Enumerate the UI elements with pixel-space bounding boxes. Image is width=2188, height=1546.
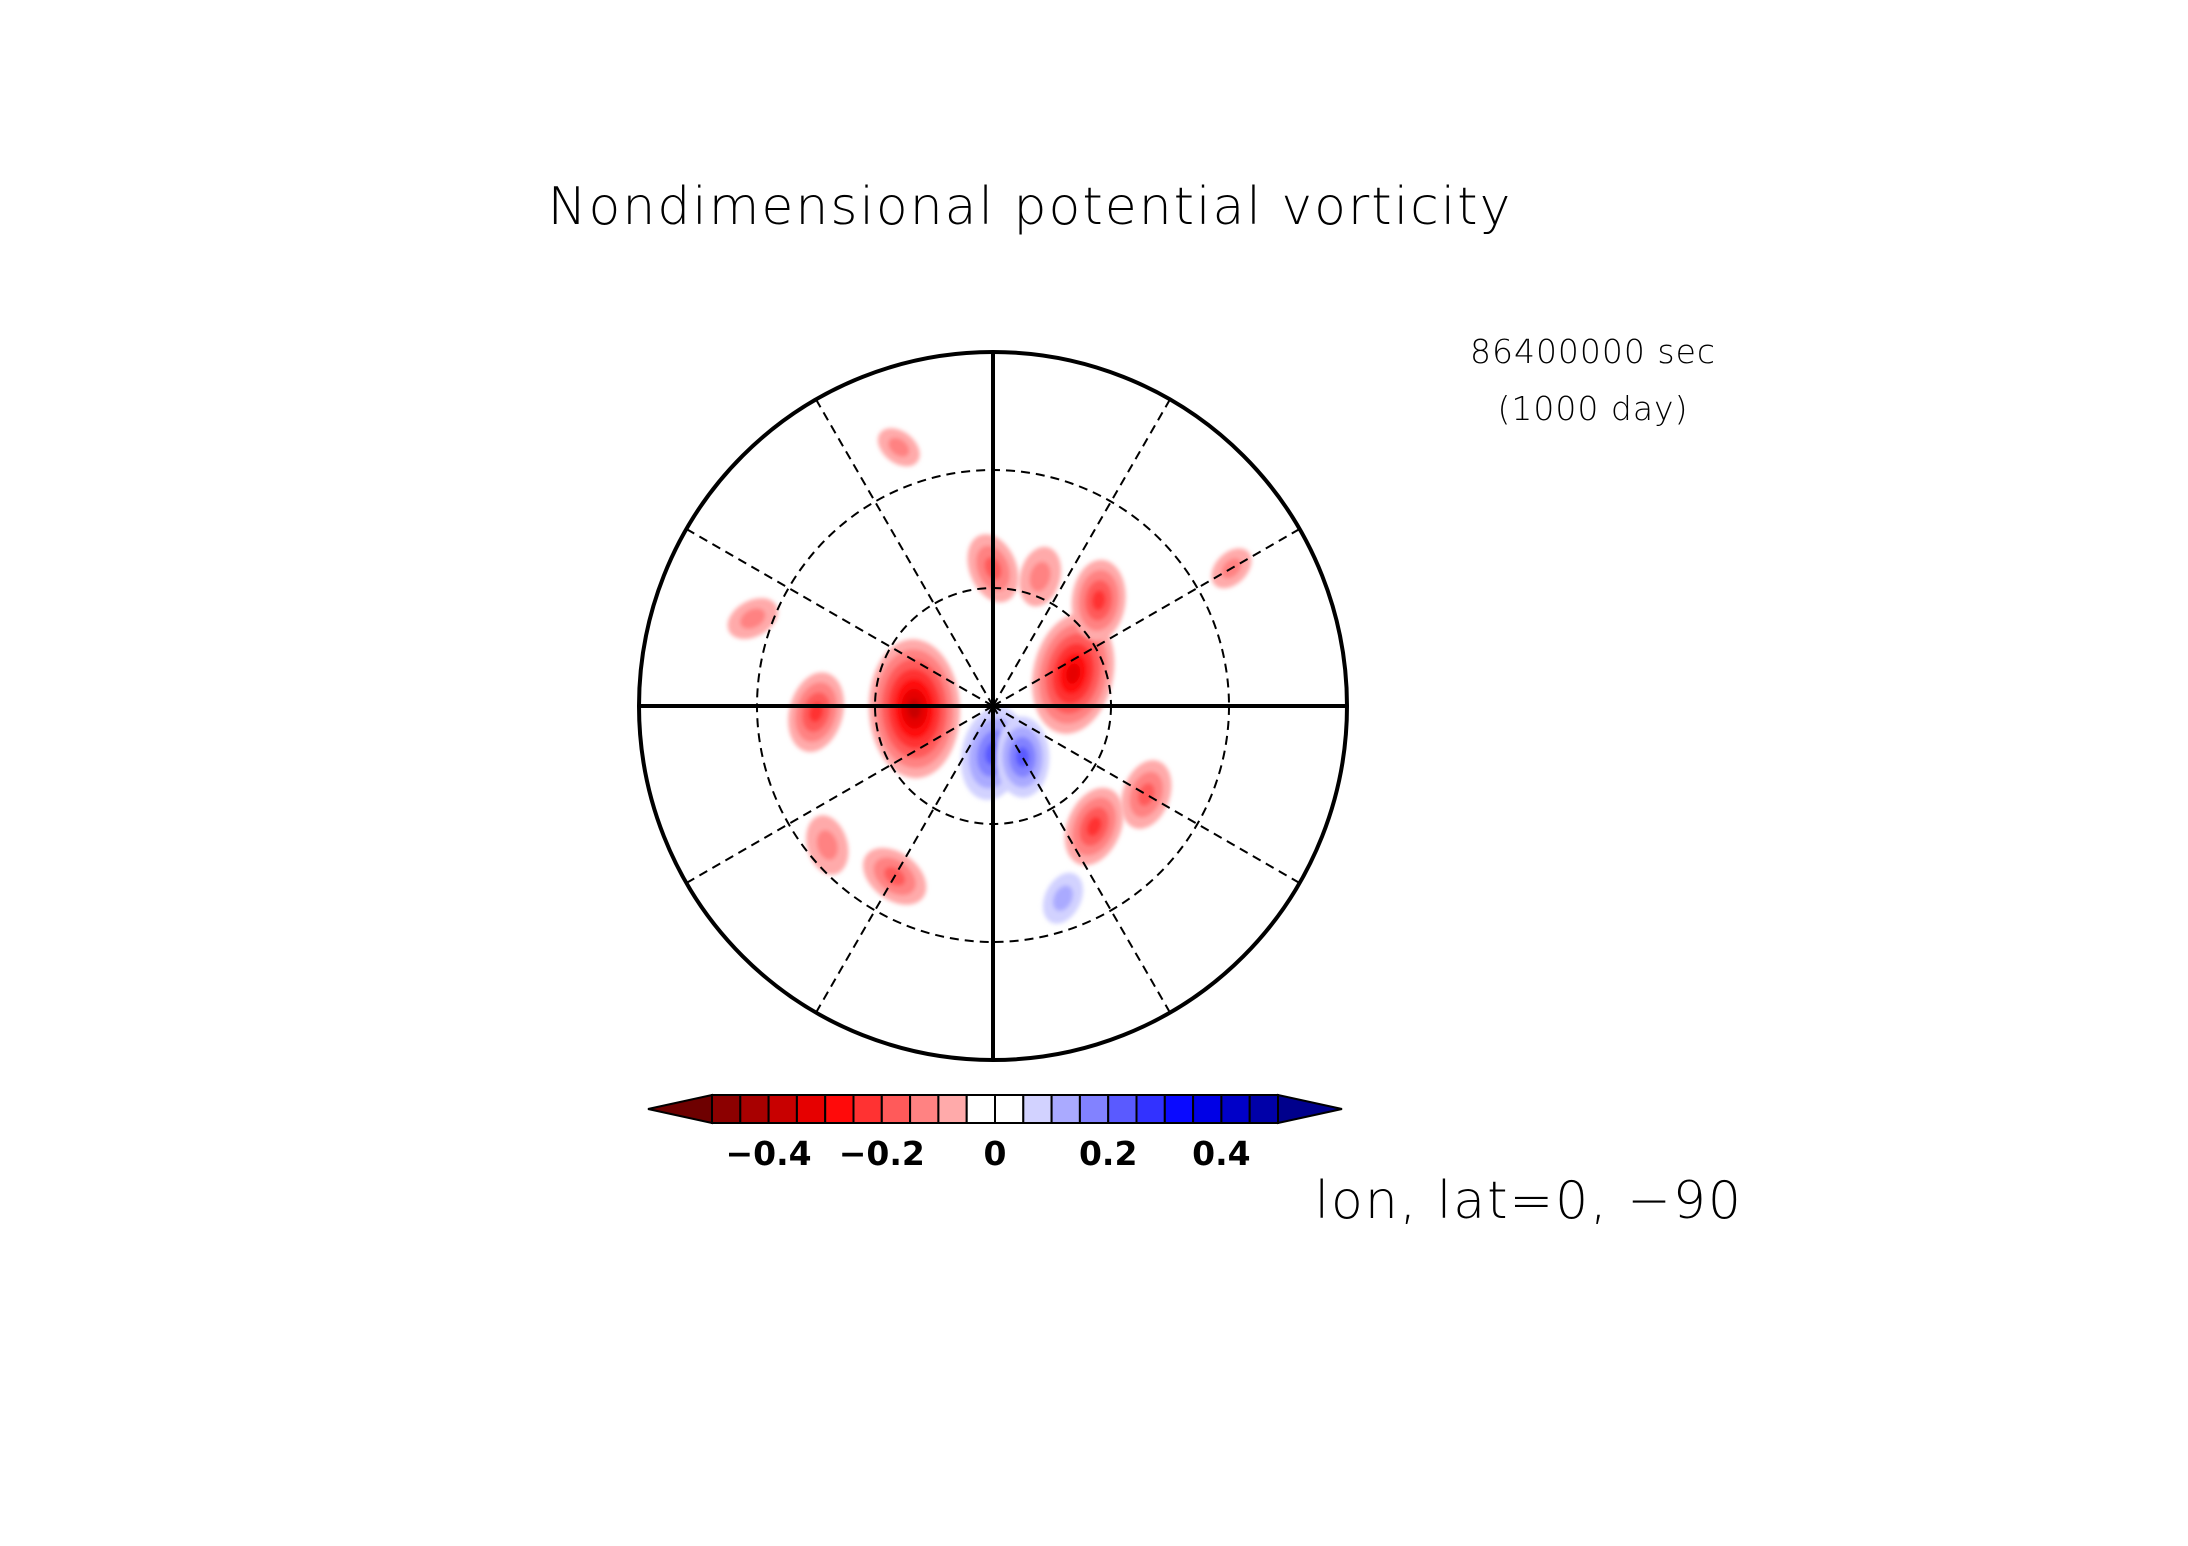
colorbar-cell xyxy=(1135,1094,1166,1124)
contour-feature xyxy=(877,428,920,467)
contour-level xyxy=(1137,783,1155,806)
grid-lines xyxy=(639,352,1347,1060)
colorbar-cell xyxy=(965,1094,997,1124)
axis-label: lon, lat=0, −90 xyxy=(1315,1171,1743,1231)
contour-level xyxy=(907,698,921,719)
colorbar-cell xyxy=(1078,1094,1110,1124)
contour-level xyxy=(1029,561,1051,592)
colorbar-cell xyxy=(824,1094,855,1124)
contour-feature xyxy=(806,815,849,875)
contour-feature xyxy=(868,639,960,779)
colorbar-extend-low xyxy=(647,1093,713,1125)
colorbar-cell xyxy=(795,1094,827,1124)
contour-level xyxy=(1066,663,1081,684)
colorbar-cell xyxy=(1248,1094,1279,1124)
colorbar-tick-label: 0.4 xyxy=(1192,1134,1250,1173)
contour-level xyxy=(816,830,838,860)
contour-feature xyxy=(1071,559,1126,641)
colorbar-cell xyxy=(1107,1094,1138,1124)
contour-level xyxy=(888,437,910,457)
contour-feature xyxy=(788,672,845,753)
contour-level xyxy=(1086,816,1102,837)
colorbar-cell xyxy=(909,1094,940,1124)
chart-title: Nondimensional potential vorticity xyxy=(548,177,1513,237)
colorbar-cell xyxy=(1220,1094,1251,1124)
colorbar-tick-label: −0.4 xyxy=(726,1134,812,1173)
colorbar-cell xyxy=(937,1094,968,1124)
colorbar-cell xyxy=(1163,1094,1195,1124)
contour-feature xyxy=(1032,613,1115,734)
colorbar-cell xyxy=(1022,1094,1053,1124)
colorbar-extend-high xyxy=(1277,1093,1343,1125)
time-label-seconds: 86400000 sec xyxy=(1470,332,1716,371)
contour-feature xyxy=(1064,787,1124,866)
colorbar-cell xyxy=(880,1094,912,1124)
colorbar-cell xyxy=(767,1094,798,1124)
colorbar-tick-labels: −0.4 −0.2 0 0.2 0.4 xyxy=(726,1134,1251,1173)
latitude-circle xyxy=(874,587,1112,825)
contour-level xyxy=(740,608,766,629)
colorbar-tick-label: 0.2 xyxy=(1079,1134,1137,1173)
contour-feature xyxy=(1019,546,1062,607)
colorbar-tick-label: −0.2 xyxy=(839,1134,925,1173)
colorbar-cell xyxy=(852,1094,883,1124)
time-label-days: (1000 day) xyxy=(1498,389,1689,428)
colorbar-cell xyxy=(711,1094,742,1124)
map-boundary xyxy=(637,350,1349,1062)
contour-feature xyxy=(1042,872,1084,924)
colorbar-cell xyxy=(739,1094,770,1124)
contour-level xyxy=(1091,590,1106,611)
contour-level xyxy=(1052,885,1073,911)
colorbar-tick-label: 0 xyxy=(984,1134,1007,1173)
colorbar xyxy=(647,1093,1343,1125)
contour-fill xyxy=(727,428,1252,924)
colorbar-cell xyxy=(1050,1094,1081,1124)
colorbar-cell xyxy=(994,1094,1025,1124)
colorbar-cell xyxy=(1192,1094,1223,1124)
latitude-circle xyxy=(756,469,1230,943)
contour-feature xyxy=(727,598,778,640)
contour-feature xyxy=(1121,760,1172,829)
